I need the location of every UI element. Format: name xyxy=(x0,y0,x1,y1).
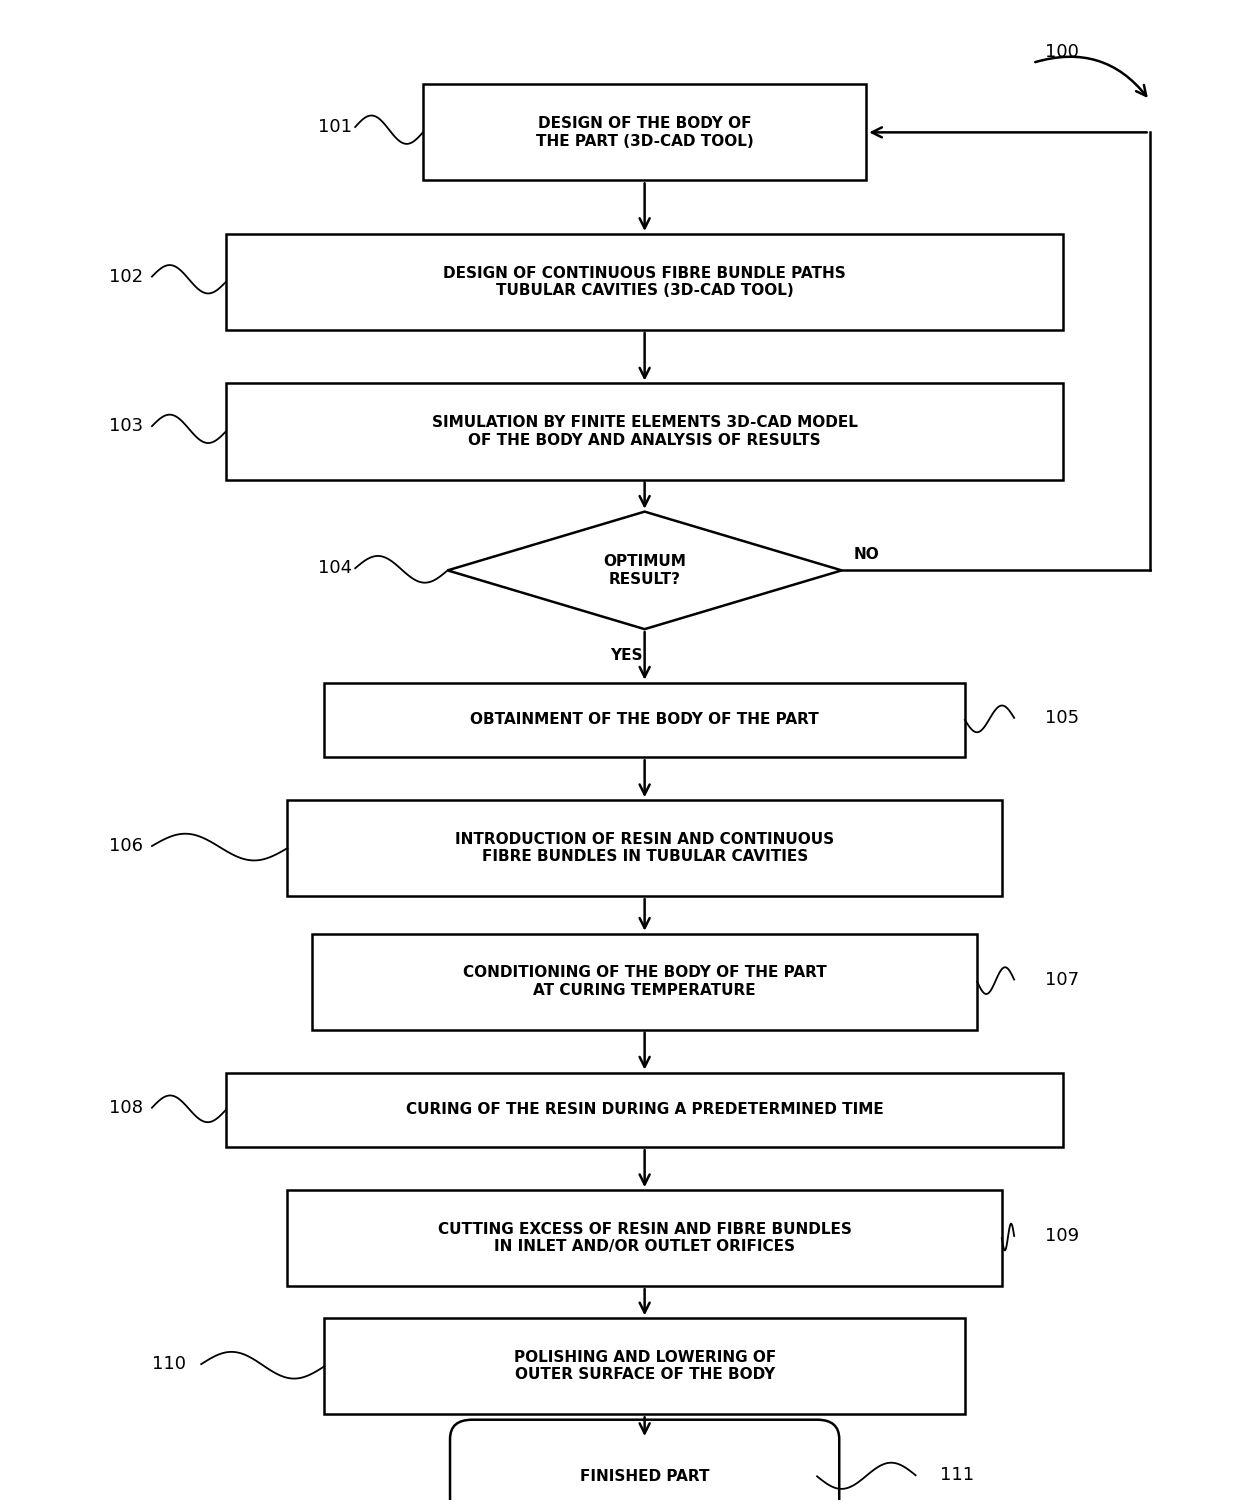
Text: CONDITIONING OF THE BODY OF THE PART
AT CURING TEMPERATURE: CONDITIONING OF THE BODY OF THE PART AT … xyxy=(463,966,827,997)
Text: 101: 101 xyxy=(319,117,352,135)
Text: 102: 102 xyxy=(109,268,143,286)
Text: DESIGN OF CONTINUOUS FIBRE BUNDLE PATHS
TUBULAR CAVITIES (3D-CAD TOOL): DESIGN OF CONTINUOUS FIBRE BUNDLE PATHS … xyxy=(443,266,846,298)
Text: POLISHING AND LOWERING OF
OUTER SURFACE OF THE BODY: POLISHING AND LOWERING OF OUTER SURFACE … xyxy=(513,1351,776,1382)
Bar xyxy=(325,683,965,758)
Text: 111: 111 xyxy=(940,1466,975,1484)
Text: 110: 110 xyxy=(153,1355,186,1373)
Bar xyxy=(423,84,867,180)
Bar xyxy=(325,1318,965,1414)
Text: DESIGN OF THE BODY OF
THE PART (3D-CAD TOOL): DESIGN OF THE BODY OF THE PART (3D-CAD T… xyxy=(536,116,754,149)
Text: FINISHED PART: FINISHED PART xyxy=(580,1469,709,1484)
FancyBboxPatch shape xyxy=(450,1420,839,1504)
Text: YES: YES xyxy=(610,648,642,663)
Text: 104: 104 xyxy=(319,559,352,578)
Text: SIMULATION BY FINITE ELEMENTS 3D-CAD MODEL
OF THE BODY AND ANALYSIS OF RESULTS: SIMULATION BY FINITE ELEMENTS 3D-CAD MOD… xyxy=(432,415,858,448)
Text: 108: 108 xyxy=(109,1099,143,1117)
Text: OPTIMUM
RESULT?: OPTIMUM RESULT? xyxy=(603,553,686,587)
Text: 103: 103 xyxy=(109,417,143,435)
Bar xyxy=(312,934,977,1030)
Text: INTRODUCTION OF RESIN AND CONTINUOUS
FIBRE BUNDLES IN TUBULAR CAVITIES: INTRODUCTION OF RESIN AND CONTINUOUS FIB… xyxy=(455,832,835,865)
Bar xyxy=(226,1072,1064,1148)
Bar xyxy=(288,1190,1002,1286)
Bar xyxy=(226,233,1064,329)
Text: 100: 100 xyxy=(1045,44,1079,62)
Text: NO: NO xyxy=(854,547,879,562)
Text: 107: 107 xyxy=(1045,970,1079,988)
Text: OBTAINMENT OF THE BODY OF THE PART: OBTAINMENT OF THE BODY OF THE PART xyxy=(470,713,818,728)
Text: 106: 106 xyxy=(109,838,143,854)
Text: 105: 105 xyxy=(1045,708,1079,726)
Text: 109: 109 xyxy=(1045,1227,1079,1245)
Bar xyxy=(226,384,1064,480)
Polygon shape xyxy=(448,511,842,629)
Text: CUTTING EXCESS OF RESIN AND FIBRE BUNDLES
IN INLET AND/OR OUTLET ORIFICES: CUTTING EXCESS OF RESIN AND FIBRE BUNDLE… xyxy=(438,1221,852,1254)
Bar xyxy=(288,800,1002,896)
Text: CURING OF THE RESIN DURING A PREDETERMINED TIME: CURING OF THE RESIN DURING A PREDETERMIN… xyxy=(405,1102,884,1117)
